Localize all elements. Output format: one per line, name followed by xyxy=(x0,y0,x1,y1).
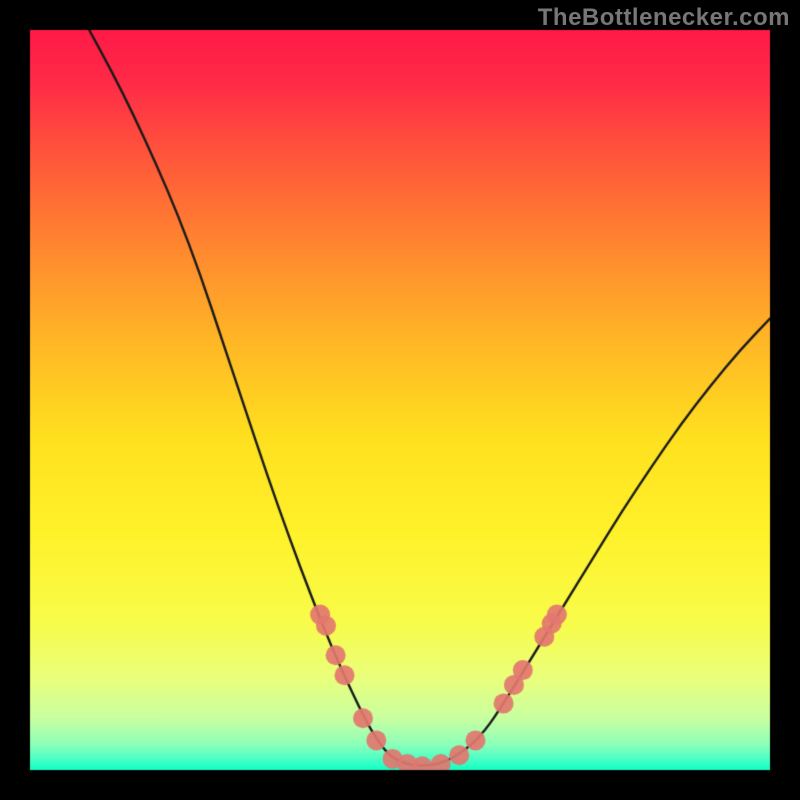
chart-stage: TheBottlenecker.com xyxy=(0,0,800,800)
bottleneck-curve-chart xyxy=(0,0,800,800)
watermark-text: TheBottlenecker.com xyxy=(538,4,790,32)
